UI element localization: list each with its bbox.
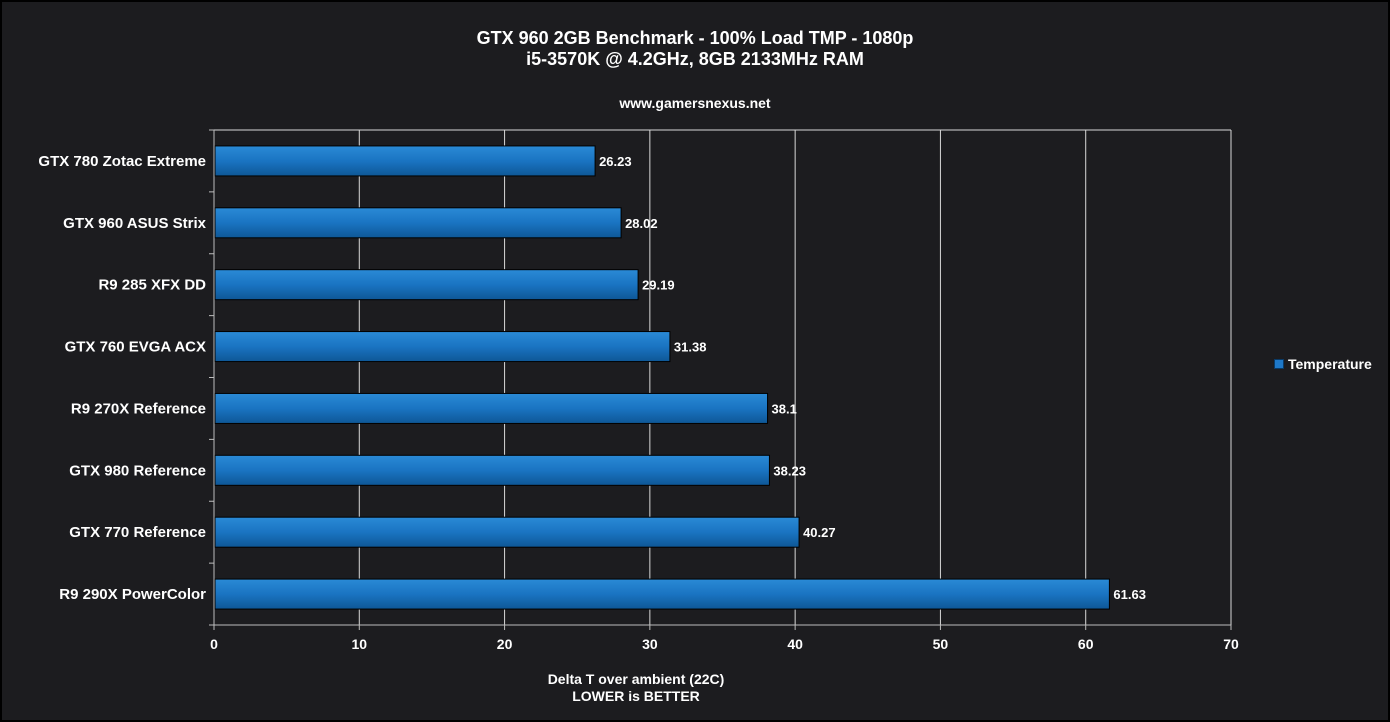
bar — [214, 145, 596, 177]
x-axis-note: LOWER is BETTER — [572, 688, 700, 704]
y-category-label: GTX 780 Zotac Extreme — [38, 153, 206, 170]
y-category-label: GTX 960 ASUS Strix — [63, 215, 206, 232]
x-tick-label: 40 — [787, 636, 803, 652]
data-label: 31.38 — [674, 340, 707, 355]
x-axis-label: Delta T over ambient (22C) — [547, 671, 725, 687]
x-axis-label-block: Delta T over ambient (22C) LOWER is BETT… — [436, 671, 836, 705]
chart-source: www.gamersnexus.net — [619, 95, 771, 111]
legend: Temperature — [1274, 356, 1372, 372]
legend-label: Temperature — [1288, 356, 1372, 372]
bar — [214, 454, 770, 486]
bar — [214, 269, 639, 301]
axes — [209, 129, 1232, 630]
data-label: 38.23 — [773, 463, 806, 478]
data-label: 40.27 — [803, 525, 836, 540]
bar — [214, 516, 800, 548]
chart-title-block: GTX 960 2GB Benchmark - 100% Load TMP - … — [2, 28, 1388, 70]
labels: 0 10 20 30 40 50 60 70 GTX 780 Zotac Extreme 26.2… — [38, 153, 1239, 652]
data-label: 28.02 — [625, 216, 658, 231]
y-category-label: GTX 760 EVGA ACX — [65, 339, 206, 356]
x-tick-label: 0 — [210, 636, 218, 652]
x-tick-label: 60 — [1078, 636, 1094, 652]
y-category-label: GTX 980 Reference — [69, 462, 206, 479]
x-tick-label: 30 — [642, 636, 658, 652]
bar — [214, 207, 622, 239]
x-tick-label: 10 — [351, 636, 367, 652]
y-category-label: R9 290X PowerColor — [59, 586, 206, 603]
data-label: 61.63 — [1113, 587, 1146, 602]
bar — [214, 578, 1110, 610]
y-category-label: R9 285 XFX DD — [98, 277, 206, 294]
chart-subtitle: i5-3570K @ 4.2GHz, 8GB 2133MHz RAM — [526, 49, 864, 69]
y-category-label: GTX 770 Reference — [69, 524, 206, 541]
x-tick-label: 70 — [1223, 636, 1239, 652]
data-label: 29.19 — [642, 278, 675, 293]
x-tick-label: 20 — [497, 636, 513, 652]
data-label: 26.23 — [599, 154, 632, 169]
chart-title: GTX 960 2GB Benchmark - 100% Load TMP - … — [476, 28, 914, 48]
gridlines — [214, 129, 1232, 625]
bar — [214, 392, 769, 424]
y-category-label: R9 270X Reference — [71, 400, 206, 417]
data-label: 38.1 — [772, 401, 797, 416]
x-tick-label: 50 — [933, 636, 949, 652]
bars — [214, 145, 1110, 610]
legend-swatch — [1274, 359, 1284, 369]
bar — [214, 331, 671, 363]
